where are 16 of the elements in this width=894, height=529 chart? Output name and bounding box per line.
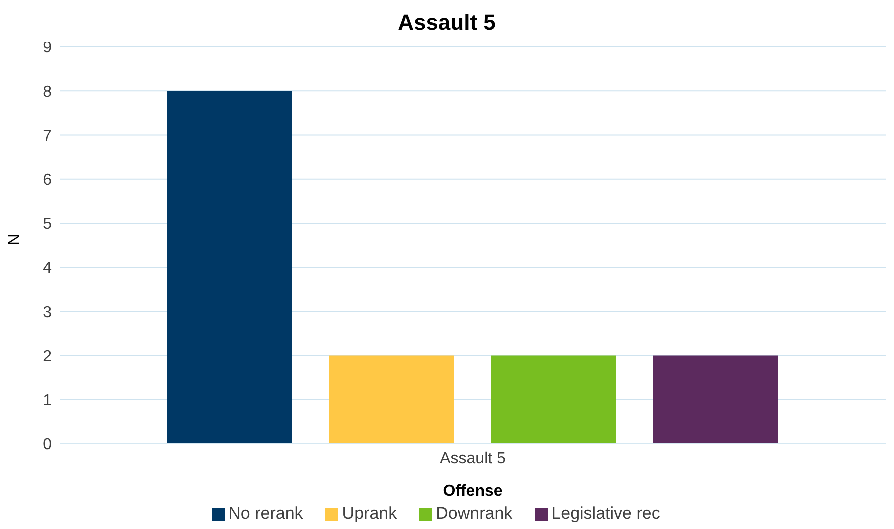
y-tick-label: 4 (43, 260, 52, 278)
chart-title: Assault 5 (398, 10, 496, 35)
y-tick-label: 6 (43, 172, 52, 190)
y-tick-label: 7 (43, 128, 52, 145)
y-tick-label: 5 (43, 216, 52, 234)
legend-label: Uprank (342, 504, 398, 523)
y-tick-label: 0 (43, 436, 52, 454)
y-tick-label: 1 (43, 392, 52, 410)
legend-label: Downrank (436, 504, 513, 523)
legend-label: Legislative rec (552, 504, 660, 523)
y-tick-label: 3 (43, 304, 52, 322)
legend-label: No rerank (228, 504, 304, 523)
y-axis-title: N (6, 234, 24, 246)
y-tick-label: 8 (43, 84, 52, 101)
y-tick-label: 2 (43, 348, 52, 366)
x-axis-title: Offense (443, 483, 503, 500)
